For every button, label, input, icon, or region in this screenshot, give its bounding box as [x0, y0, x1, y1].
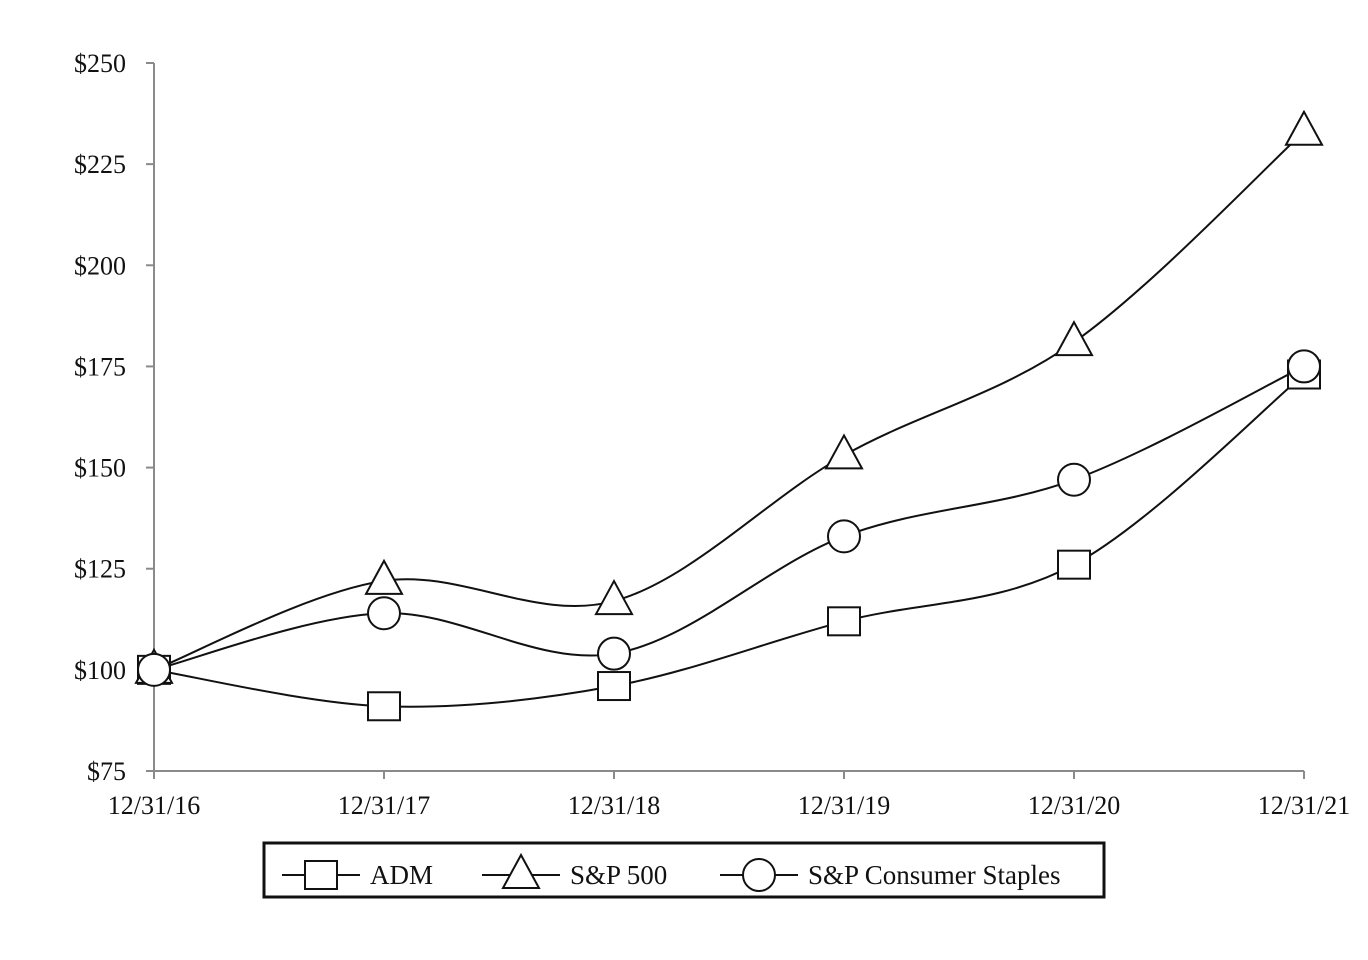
y-tick-label: $150	[74, 454, 126, 483]
legend-label: S&P 500	[570, 860, 667, 890]
data-point-circle	[1287, 349, 1321, 384]
chart-axes	[153, 63, 1304, 772]
data-point-square	[827, 606, 861, 637]
x-tick-label: 12/31/20	[1028, 791, 1120, 820]
legend-label: S&P Consumer Staples	[808, 860, 1061, 890]
data-point-square	[1057, 549, 1091, 580]
data-point-circle	[597, 636, 631, 671]
data-point-square	[367, 691, 401, 722]
x-tick-label: 12/31/18	[568, 791, 660, 820]
series-markers	[134, 109, 1324, 722]
legend-marker-triangle	[501, 852, 541, 889]
x-tick-label: 12/31/17	[338, 791, 430, 820]
series-line-circle	[153, 365, 1305, 671]
x-tick-label: 12/31/21	[1258, 791, 1350, 820]
data-point-triangle	[1284, 109, 1324, 146]
y-tick-label: $100	[74, 656, 126, 685]
legend-marker-square	[304, 860, 338, 890]
data-point-circle	[1057, 462, 1091, 497]
y-tick-label: $200	[74, 251, 126, 280]
y-tick-label: $75	[87, 757, 126, 786]
data-point-triangle	[364, 558, 404, 595]
data-point-circle	[827, 519, 861, 554]
series-line-square	[153, 373, 1305, 708]
data-point-square	[597, 671, 631, 702]
legend: ADM S&P 500 S&P Consumer Staples	[262, 841, 1106, 899]
data-point-triangle	[824, 433, 864, 470]
data-point-circle	[137, 652, 171, 687]
data-point-triangle	[1054, 320, 1094, 357]
legend-box	[262, 841, 1106, 899]
series-lines	[153, 131, 1305, 708]
y-tick-label: $175	[74, 352, 126, 381]
y-tick-label: $250	[74, 49, 126, 78]
x-tick-label: 12/31/19	[798, 791, 890, 820]
x-axis-ticks: 12/31/16 12/31/17 12/31/18 12/31/19 12/31/20…	[108, 771, 1350, 820]
y-axis-ticks: $75 $100 $125 $150 $175 $200 $225 $250	[74, 49, 154, 786]
data-point-circle	[367, 596, 401, 631]
y-tick-label: $125	[74, 555, 126, 584]
data-point-triangle	[594, 578, 634, 616]
legend-label: ADM	[370, 860, 433, 890]
legend-marker-circle	[742, 858, 776, 892]
series-line-triangle	[153, 131, 1305, 671]
y-tick-label: $225	[74, 150, 126, 179]
x-tick-label: 12/31/16	[108, 791, 200, 820]
